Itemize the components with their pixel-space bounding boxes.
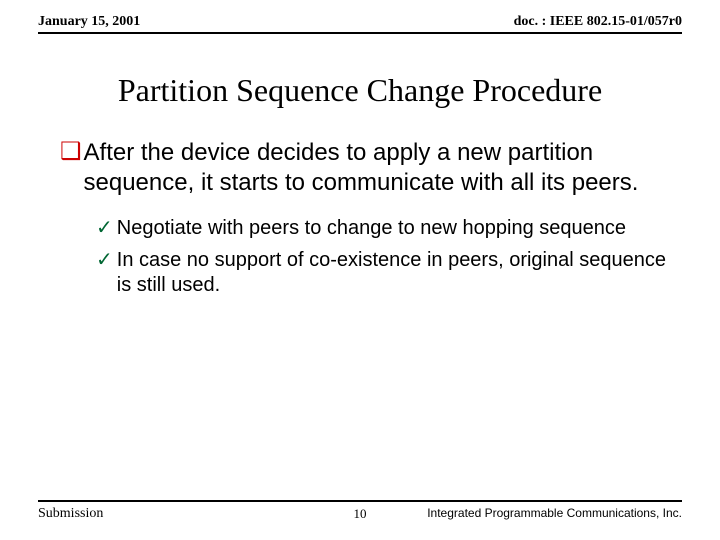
footer-rule (38, 500, 682, 502)
bullet-text: After the device decides to apply a new … (84, 138, 670, 198)
footer-left: Submission (38, 506, 103, 522)
bullet-level2: ✓ In case no support of co-existence in … (96, 248, 670, 299)
check-bullet-icon: ✓ (96, 248, 113, 273)
header: January 15, 2001 doc. : IEEE 802.15-01/0… (38, 14, 682, 34)
slide: January 15, 2001 doc. : IEEE 802.15-01/0… (0, 0, 720, 540)
slide-title: Partition Sequence Change Procedure (0, 72, 720, 109)
footer: Submission 10 Integrated Programmable Co… (38, 500, 682, 522)
footer-right: Integrated Programmable Communications, … (427, 506, 682, 520)
slide-body: ❑ After the device decides to apply a ne… (60, 138, 670, 305)
bullet-text: In case no support of co-existence in pe… (117, 248, 670, 299)
header-rule (38, 32, 682, 34)
header-date: January 15, 2001 (38, 14, 140, 30)
bullet-level1: ❑ After the device decides to apply a ne… (60, 138, 670, 198)
header-doc-number: doc. : IEEE 802.15-01/057r0 (514, 14, 682, 30)
check-bullet-icon: ✓ (96, 216, 113, 241)
bullet-text: Negotiate with peers to change to new ho… (117, 216, 626, 242)
square-bullet-icon: ❑ (60, 138, 82, 167)
bullet-level2: ✓ Negotiate with peers to change to new … (96, 216, 670, 242)
footer-page-number: 10 (354, 506, 367, 522)
footer-row: Submission 10 Integrated Programmable Co… (38, 506, 682, 522)
header-row: January 15, 2001 doc. : IEEE 802.15-01/0… (38, 14, 682, 30)
